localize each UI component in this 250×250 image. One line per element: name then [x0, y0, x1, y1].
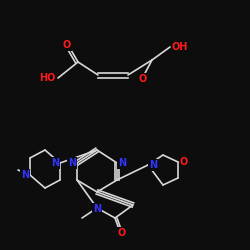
Text: N: N — [68, 158, 76, 168]
Text: HO: HO — [40, 73, 56, 83]
Text: O: O — [62, 40, 70, 50]
Text: N: N — [93, 204, 101, 214]
Text: N: N — [21, 170, 29, 180]
Text: O: O — [118, 228, 126, 238]
Text: O: O — [139, 74, 147, 84]
Text: O: O — [139, 74, 147, 84]
Text: N: N — [149, 160, 157, 170]
Text: OH: OH — [172, 42, 188, 52]
Text: HO: HO — [38, 74, 55, 84]
Text: OH: OH — [173, 41, 190, 51]
Text: O: O — [63, 40, 71, 50]
Text: N: N — [51, 158, 59, 168]
Text: N: N — [118, 158, 126, 168]
Text: O: O — [180, 157, 188, 167]
